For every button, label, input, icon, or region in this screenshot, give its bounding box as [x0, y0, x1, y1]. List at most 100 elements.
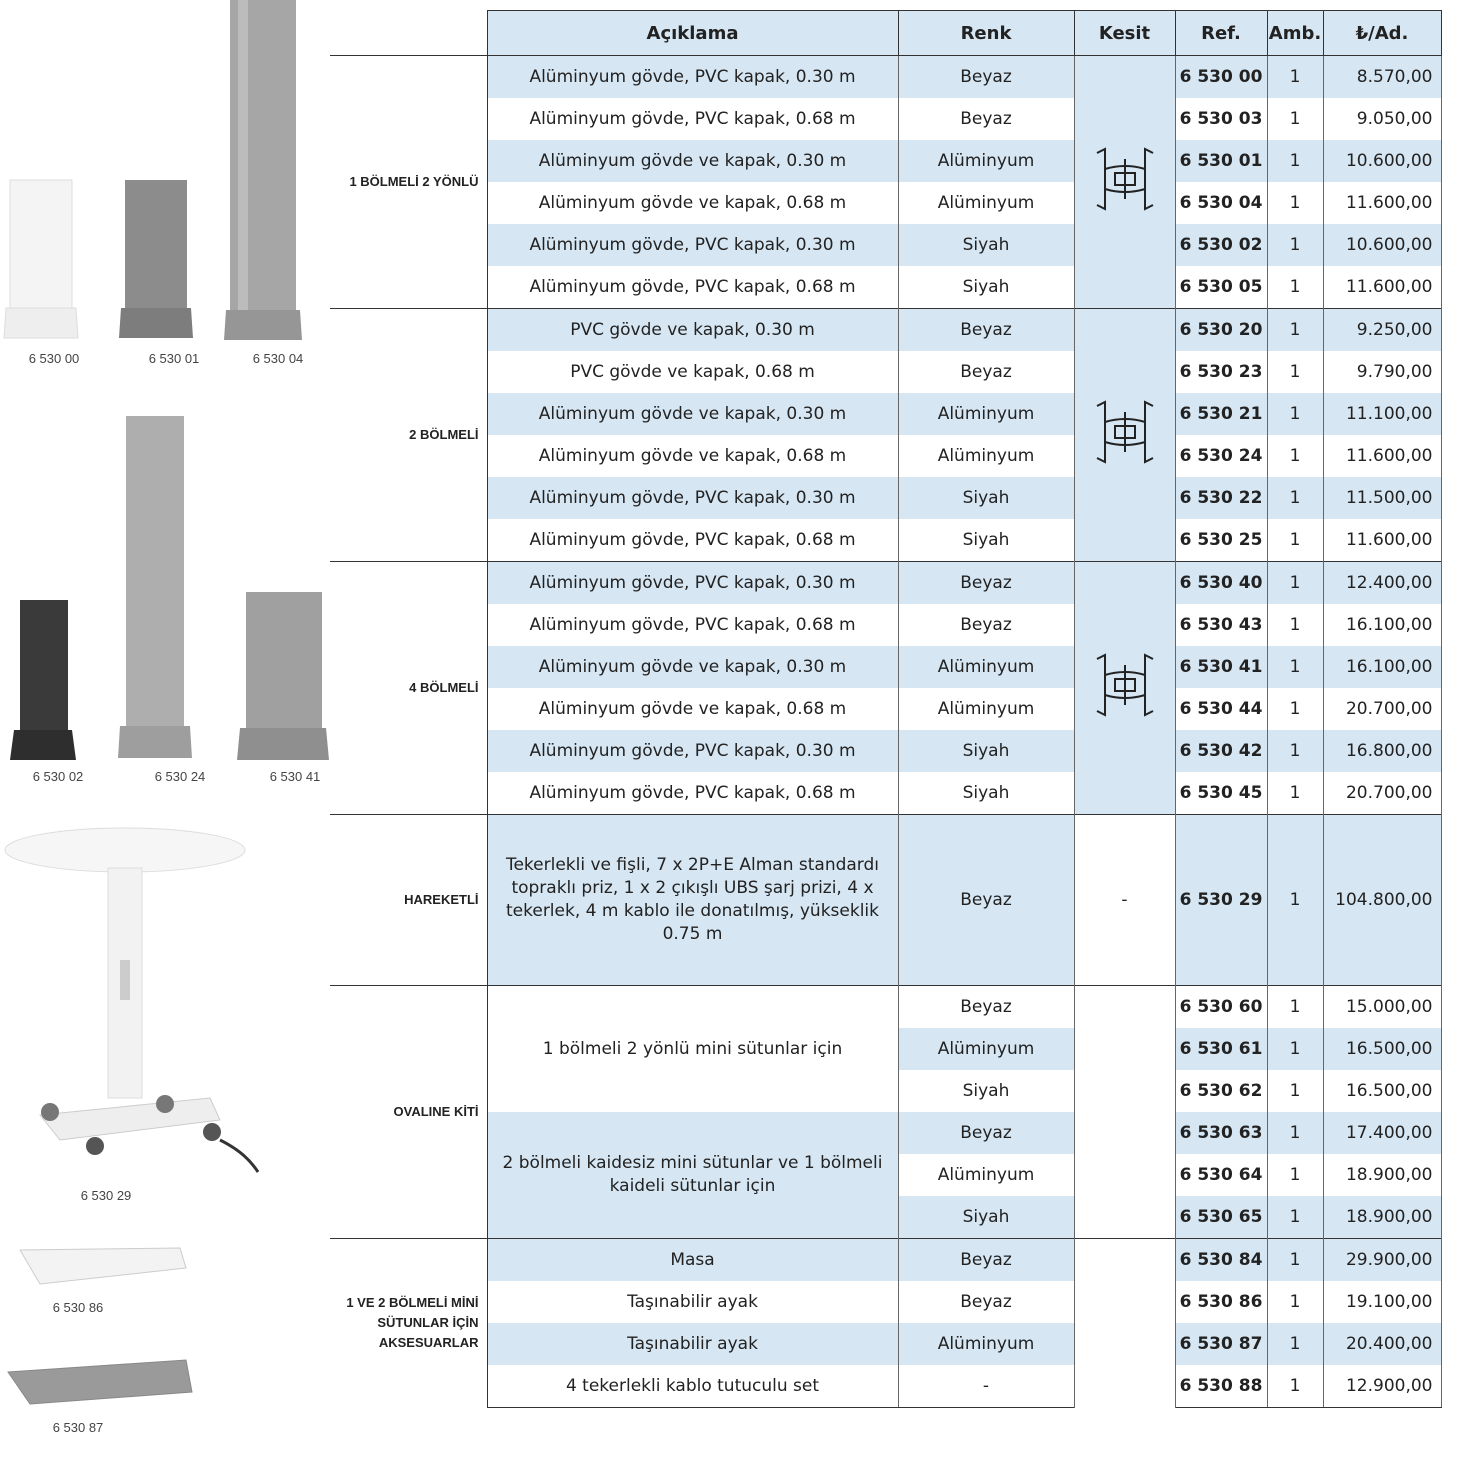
group-label: OVALINE KİTİ	[330, 985, 488, 1239]
color: Beyaz	[897, 604, 1075, 646]
table-row: Alüminyum gövde, PVC kapak, 0.30 m Siyah 6…	[330, 477, 1442, 519]
table-row: Siyah 6 530 65 1 18.900,00	[330, 1196, 1442, 1239]
table-row: Alüminyum gövde, PVC kapak, 0.30 m Siyah 6…	[330, 224, 1442, 266]
price: 29.900,00	[1322, 1238, 1442, 1281]
reference: 6 530 45	[1174, 772, 1268, 815]
description: Alüminyum gövde, PVC kapak, 0.68 m	[486, 266, 899, 309]
reference: 6 530 61	[1174, 1028, 1268, 1070]
table-row: Alüminyum gövde ve kapak, 0.30 m Alüminyu…	[330, 393, 1442, 435]
color: Alüminyum	[897, 646, 1075, 688]
description: Alüminyum gövde, PVC kapak, 0.68 m	[486, 604, 899, 646]
reference: 6 530 62	[1174, 1070, 1268, 1112]
price: 11.600,00	[1322, 266, 1442, 309]
description: Masa	[486, 1238, 899, 1281]
price: 20.700,00	[1322, 688, 1442, 730]
column-header: ₺/Ad.	[1322, 10, 1442, 56]
section-icon	[1096, 146, 1153, 211]
table-row: Alüminyum gövde, PVC kapak, 0.68 m Beyaz 6…	[330, 98, 1442, 140]
description: Taşınabilir ayak	[486, 1281, 899, 1323]
description: 1 bölmeli 2 yönlü mini sütunlar için	[486, 985, 899, 1112]
price: 10.600,00	[1322, 140, 1442, 182]
table-row: Alüminyum gövde ve kapak, 0.68 m Alüminyu…	[330, 688, 1442, 730]
pack: 1	[1266, 1323, 1324, 1365]
price: 19.100,00	[1322, 1281, 1442, 1323]
description: PVC gövde ve kapak, 0.68 m	[486, 351, 899, 393]
reference: 6 530 24	[1174, 435, 1268, 477]
table-row: 2 BÖLMELİ PVC gövde ve kapak, 0.30 m Beyaz…	[330, 308, 1442, 562]
price: 9.790,00	[1322, 351, 1442, 393]
image-caption: 6 530 86	[53, 1300, 104, 1315]
price: 20.400,00	[1322, 1323, 1442, 1365]
price: 16.100,00	[1322, 646, 1442, 688]
color: Alüminyum	[897, 1028, 1075, 1070]
color: Beyaz	[897, 1238, 1075, 1281]
price: 9.250,00	[1322, 308, 1442, 351]
color: Beyaz	[897, 98, 1075, 140]
pack: 1	[1266, 351, 1324, 393]
price: 16.500,00	[1322, 1070, 1442, 1112]
color: Beyaz	[897, 351, 1075, 393]
reference: 6 530 88	[1174, 1365, 1268, 1408]
color: Siyah	[897, 477, 1075, 519]
image-caption: 6 530 00	[29, 351, 80, 366]
group-label: 4 BÖLMELİ	[330, 561, 488, 815]
price: 10.600,00	[1322, 224, 1442, 266]
price: 18.900,00	[1322, 1154, 1442, 1196]
pack: 1	[1266, 477, 1324, 519]
pack: 1	[1266, 1028, 1324, 1070]
pack: 1	[1266, 266, 1324, 309]
table-row: 2 bölmeli kaidesiz mini sütunlar ve 1 bö…	[330, 1112, 1442, 1239]
color: Siyah	[897, 224, 1075, 266]
table-row: 4 tekerlekli kablo tutuculu set - 6 530 88…	[330, 1365, 1442, 1408]
table-row: Alüminyum gövde, PVC kapak, 0.68 m Siyah 6…	[330, 519, 1442, 562]
table-row: Alüminyum gövde ve kapak, 0.68 m Alüminyu…	[330, 435, 1442, 477]
description: PVC gövde ve kapak, 0.30 m	[486, 308, 899, 351]
pack: 1	[1266, 814, 1324, 986]
color: Alüminyum	[897, 1154, 1075, 1196]
pack: 1	[1266, 308, 1324, 351]
pack: 1	[1266, 1154, 1324, 1196]
pack: 1	[1266, 688, 1324, 730]
group-label: HAREKETLİ	[330, 814, 488, 986]
table-row: OVALINE KİTİ 1 bölmeli 2 yönlü mini sütun…	[330, 985, 1442, 1239]
table-row: Taşınabilir ayak Alüminyum 6 530 87 1 20.400…	[330, 1323, 1442, 1365]
pack: 1	[1266, 224, 1324, 266]
reference: 6 530 29	[1174, 814, 1268, 986]
reference: 6 530 43	[1174, 604, 1268, 646]
reference: 6 530 40	[1174, 561, 1268, 604]
color: Beyaz	[897, 55, 1075, 98]
product-photo: 6 530 00 6 530 01 6 530 04 6 530 02 6 53…	[3, 0, 329, 1435]
pack: 1	[1266, 1196, 1324, 1239]
description: Alüminyum gövde ve kapak, 0.68 m	[486, 688, 899, 730]
section-icon	[1096, 399, 1153, 464]
description: Alüminyum gövde, PVC kapak, 0.30 m	[486, 561, 899, 604]
reference: 6 530 65	[1174, 1196, 1268, 1239]
section: -	[1073, 814, 1176, 986]
image-caption: 6 530 02	[33, 769, 84, 784]
table-row: Alüminyum gövde, PVC kapak, 0.68 m Siyah 6…	[330, 772, 1442, 815]
table-row: Alüminyum 6 530 64 1 18.900,00	[330, 1154, 1442, 1196]
reference: 6 530 41	[1174, 646, 1268, 688]
reference: 6 530 20	[1174, 308, 1268, 351]
image-caption: 6 530 04	[253, 351, 304, 366]
pack: 1	[1266, 1281, 1324, 1323]
price: 11.600,00	[1322, 435, 1442, 477]
reference: 6 530 22	[1174, 477, 1268, 519]
table-row: Alüminyum gövde ve kapak, 0.30 m Alüminyu…	[330, 646, 1442, 688]
description: Alüminyum gövde, PVC kapak, 0.30 m	[486, 477, 899, 519]
color: Siyah	[897, 1070, 1075, 1112]
reference: 6 530 86	[1174, 1281, 1268, 1323]
description: Alüminyum gövde ve kapak, 0.68 m	[486, 435, 899, 477]
price: 17.400,00	[1322, 1112, 1442, 1154]
pack: 1	[1266, 1112, 1324, 1154]
reference: 6 530 05	[1174, 266, 1268, 309]
price: 16.500,00	[1322, 1028, 1442, 1070]
color: Beyaz	[897, 814, 1075, 986]
image-caption: 6 530 87	[53, 1420, 104, 1435]
price: 11.100,00	[1322, 393, 1442, 435]
image-caption: 6 530 01	[149, 351, 200, 366]
pack: 1	[1266, 985, 1324, 1028]
color: Siyah	[897, 266, 1075, 309]
pack: 1	[1266, 646, 1324, 688]
